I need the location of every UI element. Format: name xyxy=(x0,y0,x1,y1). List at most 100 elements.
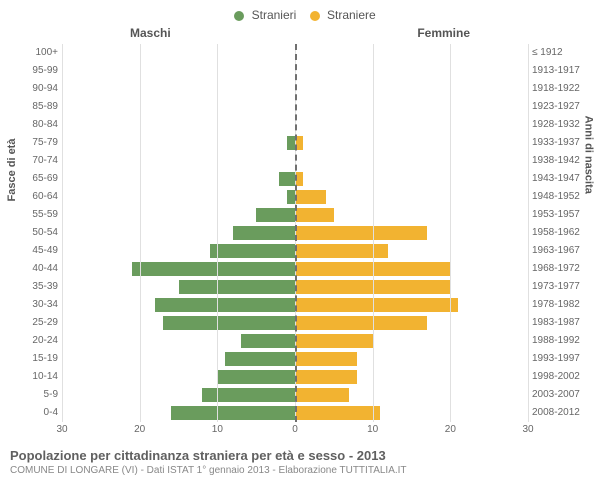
bar-male xyxy=(202,388,295,402)
age-label: 60-64 xyxy=(10,188,58,206)
bar-male xyxy=(163,316,295,330)
table-row: 95-991913-1917 xyxy=(10,62,590,80)
legend-label-female: Straniere xyxy=(327,8,376,22)
bar-male xyxy=(155,298,295,312)
x-tick-label: 10 xyxy=(212,424,223,435)
age-label: 70-74 xyxy=(10,152,58,170)
table-row: 0-4 2008-2012 xyxy=(10,404,590,422)
birth-year-label: 1968-1972 xyxy=(532,260,590,278)
birth-year-label: 1953-1957 xyxy=(532,206,590,224)
bar-male xyxy=(225,352,295,366)
bar-male xyxy=(287,190,295,204)
header-female: Femmine xyxy=(417,26,470,40)
x-tick-label: 10 xyxy=(367,424,378,435)
age-label: 20-24 xyxy=(10,332,58,350)
table-row: 20-24 1988-1992 xyxy=(10,332,590,350)
bar-female xyxy=(295,388,349,402)
bar-male xyxy=(132,262,295,276)
bar-male xyxy=(256,208,295,222)
bar-female xyxy=(295,190,326,204)
legend-swatch-male xyxy=(234,11,244,21)
age-label: 65-69 xyxy=(10,170,58,188)
bar-male xyxy=(279,172,295,186)
age-label: 40-44 xyxy=(10,260,58,278)
birth-year-label: 1963-1967 xyxy=(532,242,590,260)
birth-year-label: 1983-1987 xyxy=(532,314,590,332)
chart-title: Popolazione per cittadinanza straniera p… xyxy=(10,448,590,463)
age-label: 5-9 xyxy=(10,386,58,404)
birth-year-label: 1978-1982 xyxy=(532,296,590,314)
x-axis: 3020100102030 xyxy=(10,424,590,438)
legend-swatch-female xyxy=(310,11,320,21)
bar-female xyxy=(295,298,458,312)
bar-male xyxy=(171,406,295,420)
header-male: Maschi xyxy=(130,26,171,40)
birth-year-label: 1918-1922 xyxy=(532,80,590,98)
age-label: 25-29 xyxy=(10,314,58,332)
birth-year-label: 1988-1992 xyxy=(532,332,590,350)
x-tick-label: 0 xyxy=(292,424,298,435)
bar-female xyxy=(295,352,357,366)
bar-male xyxy=(179,280,296,294)
birth-year-label: 1993-1997 xyxy=(532,350,590,368)
birth-year-label: ≤ 1912 xyxy=(532,44,590,62)
age-label: 100+ xyxy=(10,44,58,62)
plot-area: Fasce di età Anni di nascita 100+≤ 19129… xyxy=(10,44,590,422)
age-label: 35-39 xyxy=(10,278,58,296)
bar-male xyxy=(287,136,295,150)
table-row: 85-89 1923-1927 xyxy=(10,98,590,116)
birth-year-label: 2008-2012 xyxy=(532,404,590,422)
table-row: 40-44 1968-1972 xyxy=(10,260,590,278)
age-label: 55-59 xyxy=(10,206,58,224)
table-row: 65-69 1943-1947 xyxy=(10,170,590,188)
table-row: 75-79 1933-1937 xyxy=(10,134,590,152)
age-label: 15-19 xyxy=(10,350,58,368)
table-row: 45-49 1963-1967 xyxy=(10,242,590,260)
column-headers: Maschi Femmine xyxy=(10,26,590,42)
birth-year-label: 1923-1927 xyxy=(532,98,590,116)
bar-male xyxy=(241,334,295,348)
birth-year-label: 1933-1937 xyxy=(532,134,590,152)
bar-male xyxy=(233,226,295,240)
bar-female xyxy=(295,406,380,420)
age-label: 80-84 xyxy=(10,116,58,134)
table-row: 5-9 2003-2007 xyxy=(10,386,590,404)
age-label: 50-54 xyxy=(10,224,58,242)
age-label: 0-4 xyxy=(10,404,58,422)
age-label: 45-49 xyxy=(10,242,58,260)
bar-male xyxy=(210,244,295,258)
birth-year-label: 1998-2002 xyxy=(532,368,590,386)
bar-female xyxy=(295,334,373,348)
table-row: 55-59 1953-1957 xyxy=(10,206,590,224)
table-row: 80-84 1928-1932 xyxy=(10,116,590,134)
age-label: 75-79 xyxy=(10,134,58,152)
birth-year-label: 1973-1977 xyxy=(532,278,590,296)
birth-year-label: 1938-1942 xyxy=(532,152,590,170)
bar-rows: 100+≤ 191295-991913-191790-941918-192285… xyxy=(10,44,590,422)
bar-female xyxy=(295,226,427,240)
age-label: 85-89 xyxy=(10,98,58,116)
chart-container: Stranieri Straniere Maschi Femmine Fasce… xyxy=(0,0,600,500)
age-label: 90-94 xyxy=(10,80,58,98)
x-tick-label: 20 xyxy=(134,424,145,435)
bar-female xyxy=(295,244,388,258)
birth-year-label: 2003-2007 xyxy=(532,386,590,404)
table-row: 50-54 1958-1962 xyxy=(10,224,590,242)
table-row: 100+ ≤ 1912 xyxy=(10,44,590,62)
birth-year-label: 1948-1952 xyxy=(532,188,590,206)
legend: Stranieri Straniere xyxy=(10,8,590,22)
birth-year-label: 1928-1932 xyxy=(532,116,590,134)
table-row: 30-34 1978-1982 xyxy=(10,296,590,314)
table-row: 25-29 1983-1987 xyxy=(10,314,590,332)
age-label: 10-14 xyxy=(10,368,58,386)
age-label: 30-34 xyxy=(10,296,58,314)
bar-female xyxy=(295,316,427,330)
x-tick-label: 20 xyxy=(445,424,456,435)
birth-year-label: 1913-1917 xyxy=(532,62,590,80)
table-row: 70-74 1938-1942 xyxy=(10,152,590,170)
birth-year-label: 1958-1962 xyxy=(532,224,590,242)
legend-label-male: Stranieri xyxy=(252,8,297,22)
chart-subtitle: COMUNE DI LONGARE (VI) - Dati ISTAT 1° g… xyxy=(10,465,590,476)
birth-year-label: 1943-1947 xyxy=(532,170,590,188)
table-row: 35-39 1973-1977 xyxy=(10,278,590,296)
